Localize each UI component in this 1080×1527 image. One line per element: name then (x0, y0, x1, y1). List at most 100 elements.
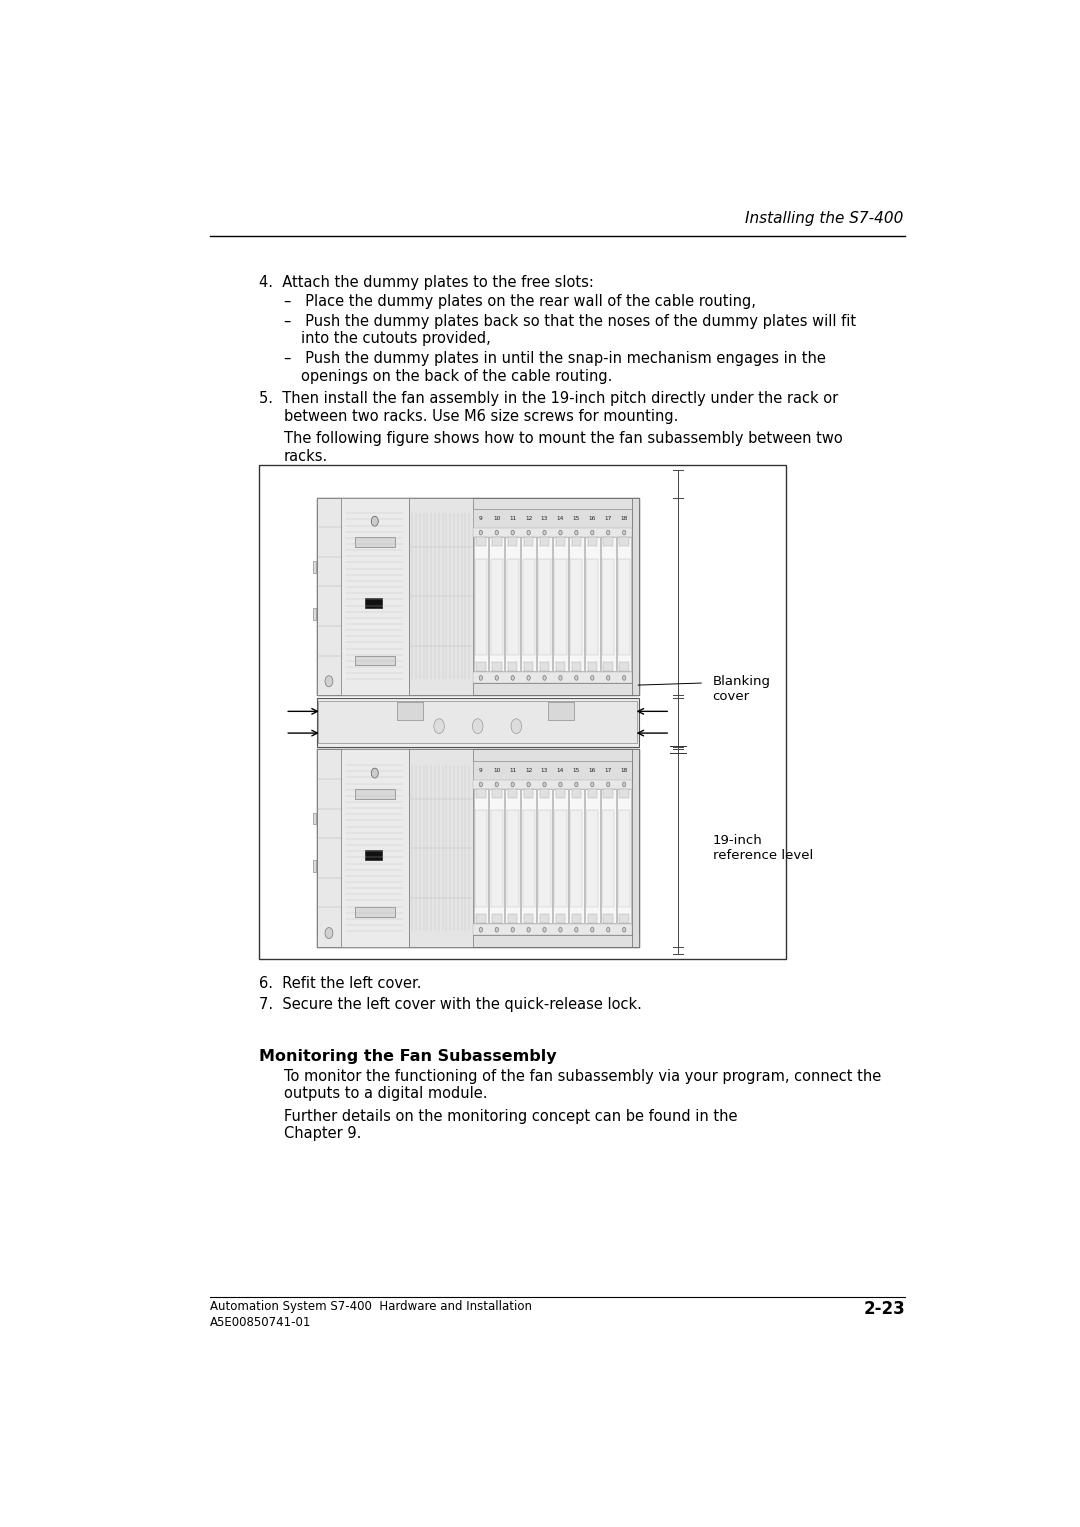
Circle shape (495, 927, 499, 931)
Text: into the cutouts provided,: into the cutouts provided, (300, 331, 490, 347)
Circle shape (558, 927, 563, 931)
Text: 13: 13 (541, 768, 549, 773)
Bar (586, 559, 598, 655)
Bar (537, 789, 552, 924)
Bar (604, 789, 613, 799)
Circle shape (511, 719, 522, 733)
Circle shape (575, 782, 578, 786)
Bar (354, 538, 395, 547)
Bar (489, 789, 504, 924)
Bar (524, 663, 534, 672)
Bar (604, 913, 613, 924)
Bar (588, 789, 597, 799)
Bar (539, 559, 551, 655)
Bar (618, 811, 631, 907)
Text: 2-23: 2-23 (863, 1301, 905, 1318)
Bar (507, 811, 518, 907)
Circle shape (325, 676, 333, 687)
Bar (313, 812, 316, 825)
Circle shape (472, 719, 483, 733)
Text: 11: 11 (509, 768, 516, 773)
Bar (554, 811, 567, 907)
Text: –   Push the dummy plates back so that the noses of the dummy plates will fit: – Push the dummy plates back so that the… (284, 313, 856, 328)
Circle shape (495, 782, 499, 786)
Text: 9: 9 (478, 768, 483, 773)
Bar (603, 559, 615, 655)
Bar (492, 789, 501, 799)
Circle shape (495, 530, 499, 534)
Circle shape (607, 675, 610, 680)
Text: outputs to a digital module.: outputs to a digital module. (284, 1086, 487, 1101)
Bar (492, 538, 501, 547)
Circle shape (434, 719, 444, 733)
Bar (540, 913, 550, 924)
Bar (603, 811, 615, 907)
Bar (523, 559, 535, 655)
Circle shape (372, 768, 378, 779)
Bar (316, 750, 638, 762)
Bar (571, 789, 581, 799)
Bar (492, 663, 501, 672)
Circle shape (575, 675, 578, 680)
Bar (522, 538, 536, 672)
Bar (604, 663, 613, 672)
Circle shape (622, 782, 625, 786)
Bar (586, 811, 598, 907)
Circle shape (607, 927, 610, 931)
Bar (354, 789, 395, 799)
Circle shape (543, 675, 546, 680)
Bar (473, 762, 632, 780)
Text: racks.: racks. (284, 449, 328, 464)
Bar (540, 538, 550, 547)
Bar (619, 663, 629, 672)
Text: Automation System S7-400  Hardware and Installation: Automation System S7-400 Hardware and In… (211, 1301, 532, 1313)
Text: 16: 16 (589, 516, 596, 521)
Text: –   Place the dummy plates on the rear wall of the cable routing,: – Place the dummy plates on the rear wal… (284, 293, 756, 308)
Text: 9: 9 (478, 516, 483, 521)
Text: between two racks. Use M6 size screws for mounting.: between two racks. Use M6 size screws fo… (284, 409, 678, 425)
Bar (473, 538, 488, 672)
Text: The following figure shows how to mount the fan subassembly between two: The following figure shows how to mount … (284, 431, 842, 446)
Bar (313, 560, 316, 573)
Bar (505, 789, 519, 924)
Text: 19-inch
reference level: 19-inch reference level (713, 834, 813, 861)
Bar (319, 701, 637, 744)
Bar (476, 538, 486, 547)
Text: 10: 10 (494, 516, 500, 521)
Bar (473, 780, 632, 789)
Bar (556, 789, 565, 799)
Text: 15: 15 (572, 516, 580, 521)
Bar (524, 789, 534, 799)
Text: 11: 11 (509, 516, 516, 521)
Bar (505, 538, 519, 672)
Bar (524, 913, 534, 924)
Bar (508, 913, 517, 924)
Circle shape (607, 782, 610, 786)
Bar (365, 851, 381, 860)
Text: 14: 14 (557, 768, 564, 773)
Bar (473, 528, 632, 538)
Bar (473, 789, 488, 924)
Circle shape (511, 530, 514, 534)
Text: Further details on the monitoring concept can be found in the: Further details on the monitoring concep… (284, 1109, 742, 1124)
Bar (571, 663, 581, 672)
Text: 5.  Then install the fan assembly in the 19-inch pitch directly under the rack o: 5. Then install the fan assembly in the … (259, 391, 838, 406)
Bar (490, 559, 503, 655)
Circle shape (527, 782, 530, 786)
Bar (585, 789, 599, 924)
Bar (316, 498, 638, 510)
Bar (619, 538, 629, 547)
Text: –   Push the dummy plates in until the snap-in mechanism engages in the: – Push the dummy plates in until the sna… (284, 351, 826, 366)
Text: 16: 16 (589, 768, 596, 773)
Circle shape (591, 782, 594, 786)
Circle shape (527, 530, 530, 534)
Bar (571, 538, 581, 547)
Circle shape (558, 782, 563, 786)
Bar (341, 498, 408, 695)
Bar (553, 538, 568, 672)
Bar (316, 750, 341, 947)
Circle shape (511, 782, 514, 786)
Bar (476, 913, 486, 924)
Circle shape (558, 675, 563, 680)
Text: openings on the back of the cable routing.: openings on the back of the cable routin… (300, 370, 612, 383)
